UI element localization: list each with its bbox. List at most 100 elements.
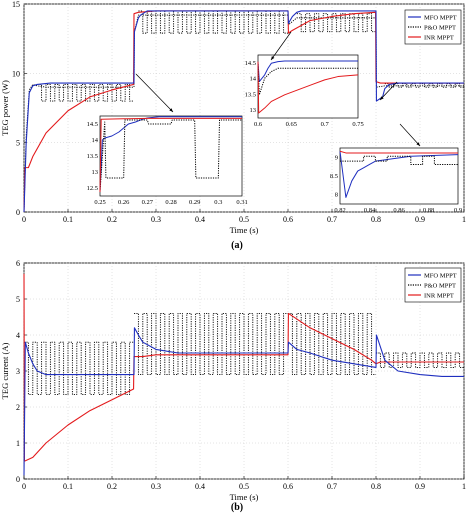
b-ytick-label: 0	[16, 475, 20, 484]
a-inset-2-ytick-label: 14.5	[245, 60, 256, 67]
a-po-oscillation	[37, 83, 134, 102]
a-xtick-label: 0.5	[239, 215, 249, 224]
b-ytick-label: 5	[16, 295, 20, 304]
a-zoom-arrow-3-head	[380, 96, 384, 100]
a-xtick-label: 0.8	[371, 215, 381, 224]
a-inset-1-xtick-label: 0.28	[165, 199, 176, 206]
a-zoom-arrow-2-head	[271, 56, 275, 60]
a-inset-1-ytick-label: 13	[92, 169, 99, 176]
b-xtick-label: 0.4	[195, 482, 205, 491]
a-zoom-arrow-1-head	[169, 108, 173, 112]
a-inset-3-xtick-label: 0.86	[393, 207, 405, 214]
a-xtick-label: 0.2	[107, 215, 117, 224]
b-y-axis-label: TEG current (A)	[0, 343, 10, 400]
a-inset-3-frame	[339, 147, 459, 205]
a-inset-3-ytick-label: 9	[335, 154, 338, 161]
a-xtick-label: 0.3	[151, 215, 161, 224]
b-ytick-label: 4	[16, 331, 20, 340]
a-legend-entry: MFO MPPT	[424, 15, 457, 22]
b-legend-entry: P&O MPPT	[424, 283, 456, 290]
a-grid	[23, 3, 465, 213]
b-ytick-label: 3	[16, 367, 20, 376]
a-inset-3-series-2	[339, 150, 458, 154]
a-po-oscillation	[296, 13, 376, 33]
a-xtick-label: 0	[22, 215, 26, 224]
a-inset-2-ytick-label: 13	[250, 107, 257, 114]
a-xtick-label: 0.4	[195, 215, 205, 224]
a-inset-3-xtick-label: 0.82	[334, 207, 345, 214]
a-legend-entry: P&O MPPT	[424, 25, 456, 32]
a-inset-2-xtick-label: 0.65	[286, 121, 297, 128]
a-zoom-arrow-1	[135, 73, 174, 113]
a-xtick-label: 0.1	[63, 215, 73, 224]
a-legend	[404, 9, 462, 45]
b-x-axis-label: Time (s)	[230, 492, 259, 502]
b-series-mfo	[23, 327, 464, 476]
a-inset-2-xtick-label: 0.7	[321, 121, 330, 128]
panel-a-label: (a)	[231, 240, 243, 251]
a-xtick-label: 1	[462, 215, 466, 224]
b-ytick-label: 2	[16, 403, 20, 412]
b-xtick-label: 0.1	[63, 482, 73, 491]
b-legend-entry: INR MPPT	[424, 293, 454, 300]
a-ytick-label: 10	[12, 69, 20, 78]
a-zoom-arrow-3	[379, 81, 398, 101]
a-inset-1-ytick-label: 12.5	[87, 185, 98, 192]
panel-b: 0 0.1 0.2 0.3 0.4 0.5 0.6 0.7 0.8 0.9 1 0 1 2 3 4 5 6 Time…	[0, 259, 466, 502]
a-inset-2-series-2	[257, 61, 359, 114]
a-inset-1-xtick-label: 0.29	[189, 199, 200, 206]
a-ytick-label: 0	[16, 208, 20, 217]
b-xtick-label: 0.6	[283, 482, 293, 491]
b-xtick-label: 0.7	[327, 482, 337, 491]
b-po-oscillation	[288, 312, 376, 376]
a-inset-1-xtick-label: 0.27	[142, 199, 154, 206]
a-inset-2-series-0	[257, 60, 358, 83]
a-x-axis-label: Time (s)	[230, 225, 259, 235]
b-legend	[404, 267, 462, 303]
b-xtick-label: 0.5	[239, 482, 249, 491]
panel-a: 0 0.1 0.2 0.3 0.4 0.5 0.6 0.7 0.8 0.9 1051015Time …	[0, 0, 466, 235]
a-inset-3-xtick-label: 0.88	[423, 207, 434, 214]
b-po-oscillation	[376, 352, 464, 368]
a-inset-2-xtick-label: 0.6	[254, 121, 263, 128]
b-xtick-label: 0.2	[107, 482, 117, 491]
b-series-inr	[23, 273, 464, 462]
b-xtick-label: 0.9	[415, 482, 425, 491]
a-inset-3-series-0	[339, 151, 459, 198]
a-inset-3-xtick-label: 0.9	[454, 207, 462, 214]
a-inset-2-series-1	[257, 61, 358, 96]
a-series-mfo	[23, 10, 464, 213]
a-inset-1-series-0	[99, 116, 242, 193]
a-inset-1-ytick-label: 14.5	[87, 121, 98, 128]
a-xtick-label: 0.7	[327, 215, 337, 224]
a-inset-1-frame	[99, 115, 243, 197]
a-inset-3-xtick-label: 0.84	[364, 207, 376, 214]
a-inset-1-xtick-label: 0.25	[94, 199, 105, 206]
a-y-axis-label: TEG power (W)	[0, 80, 10, 136]
a-inset-1-xtick-label: 0.3	[214, 199, 222, 206]
a-inset-1-xtick-label: 0.31	[236, 199, 247, 206]
a-xtick-label: 0.6	[283, 215, 293, 224]
b-po-oscillation	[24, 341, 134, 395]
a-zoom-arrow-4-head	[416, 142, 420, 146]
a-inset-1-series-2	[99, 117, 242, 193]
a-zoom-arrow-2	[270, 31, 292, 61]
a-inset-1-ytick-label: 14	[92, 137, 99, 144]
a-inset-3-ytick-label: 8	[335, 192, 338, 199]
b-ytick-label: 6	[16, 259, 20, 268]
a-legend-entry: INR MPPT	[424, 35, 454, 42]
b-xtick-label: 0.3	[151, 482, 161, 491]
a-zoom-arrow-4	[399, 123, 421, 147]
a-inset-2-ytick-label: 13.5	[245, 91, 256, 98]
a-inset-3-ytick-label: 8.5	[330, 173, 338, 180]
a-inset-2-xtick-label: 0.75	[352, 121, 363, 128]
a-inset-1-xtick-label: 0.26	[118, 199, 130, 206]
b-xtick-label: 1	[462, 482, 466, 491]
a-xtick-label: 0.9	[415, 215, 425, 224]
a-inset-2-ytick-label: 14	[250, 76, 257, 83]
b-ytick-label: 1	[16, 439, 20, 448]
a-ytick-label: 5	[16, 139, 20, 148]
b-legend-entry: MFO MPPT	[424, 273, 457, 280]
b-xtick-label: 0.8	[371, 482, 381, 491]
